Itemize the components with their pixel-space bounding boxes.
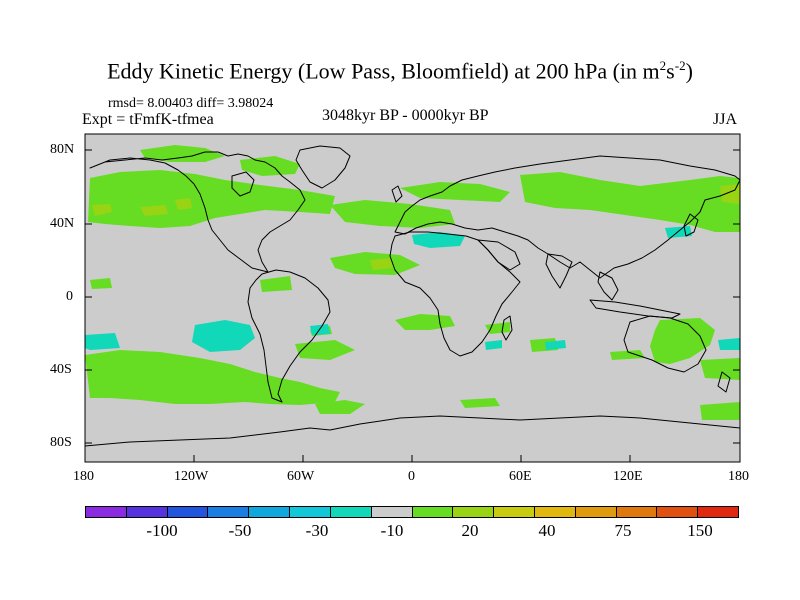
positive-patch (140, 145, 225, 162)
negative-patch (545, 340, 566, 350)
coastline-madagascar (501, 315, 513, 341)
positive-patch (700, 358, 740, 380)
positive-patch (460, 398, 500, 408)
lon-label-120e: 120E (613, 469, 643, 484)
positive-patch (485, 322, 510, 334)
lat-label-40s: 40S (50, 362, 72, 377)
coastline-japan (683, 213, 699, 237)
lat-label-80n: 80N (50, 142, 75, 157)
negative-patch (665, 226, 692, 238)
colorbar-swatch (290, 507, 331, 517)
positive-patch (700, 402, 740, 420)
lon-label-180w: 180 (73, 469, 94, 484)
colorbar-swatch (249, 507, 291, 517)
coastlines (84, 145, 741, 447)
colorbar-label: -100 (146, 521, 178, 540)
period-label: 3048kyr BP - 0000kyr BP (322, 107, 489, 124)
coastline-australia (623, 315, 707, 373)
coastline-antarctica (84, 415, 741, 447)
colorbar-swatch (453, 507, 495, 517)
positive-patch (140, 205, 168, 216)
lon-label-60w: 60W (287, 469, 315, 484)
negative-patch (85, 333, 120, 350)
coastline-hudson-bay (231, 171, 255, 197)
lat-label-0: 0 (66, 289, 73, 304)
colorbar-swatch (126, 507, 168, 517)
positive-patch (650, 318, 715, 364)
coastline-europe-asia (394, 155, 741, 279)
anomaly-patches (85, 145, 740, 420)
positive-patch (260, 276, 292, 292)
colorbar-swatch (371, 507, 413, 517)
colorbar-swatch (534, 507, 576, 517)
colorbar-label: -30 (305, 521, 329, 540)
lat-label-40n: 40N (50, 216, 75, 231)
negative-patch (485, 340, 502, 350)
positive-patch (92, 204, 112, 216)
positive-patch (370, 258, 393, 270)
lat-label-80s: 80S (50, 435, 72, 450)
coastline-southeast-asia (597, 271, 619, 301)
coastline-south-america (247, 269, 331, 403)
positive-patch (295, 340, 355, 360)
coastline-india (545, 253, 573, 289)
colorbar (85, 506, 739, 518)
season-label: JJA (713, 111, 738, 128)
colorbar-label: 150 (687, 521, 713, 540)
positive-patch (240, 156, 300, 176)
colorbar-label: 40 (538, 521, 556, 540)
colorbar-swatch (575, 507, 617, 517)
colorbar-swatch (494, 507, 535, 517)
colorbar-swatch (657, 507, 699, 517)
experiment-label: Expt = tFmfK-tfmea (82, 111, 214, 128)
coastline-arabia (477, 239, 521, 271)
negative-patch (192, 320, 255, 352)
plot-title: Eddy Kinetic Energy (Low Pass, Bloomfiel… (107, 58, 693, 84)
colorbar-label: -50 (228, 521, 252, 540)
colorbar-label: 75 (614, 521, 632, 540)
positive-patch (90, 278, 112, 289)
colorbar-swatch (616, 507, 658, 517)
lon-label-120w: 120W (174, 469, 209, 484)
colorbar-swatch (330, 507, 372, 517)
colorbar-swatch (86, 507, 127, 517)
colorbar-label: 20 (461, 521, 479, 540)
positive-patch (520, 172, 740, 232)
lon-label-60e: 60E (509, 469, 532, 484)
stats-text: rmsd= 8.00403 diff= 3.98024 (108, 96, 274, 111)
coastline-new-zealand (717, 371, 731, 393)
positive-patch (85, 350, 340, 405)
positive-patch (175, 198, 192, 210)
lon-label-0: 0 (408, 469, 415, 484)
negative-patch (718, 338, 740, 350)
negative-patch (412, 232, 465, 248)
tick-marks (84, 149, 741, 462)
positive-patch (395, 314, 455, 330)
coastline-greenland (295, 145, 351, 189)
coastline-indonesia (589, 299, 681, 319)
colorbar-swatch (698, 507, 738, 517)
colorbar-swatch (167, 507, 209, 517)
coastline-uk (391, 185, 403, 203)
coastline-north-america (89, 151, 306, 273)
lon-label-180e: 180 (728, 469, 749, 484)
colorbar-swatch (208, 507, 250, 517)
positive-patch (330, 200, 455, 228)
positive-patch (610, 350, 645, 360)
coastline-africa (389, 231, 521, 357)
colorbar-swatch (412, 507, 454, 517)
map-frame (84, 133, 741, 463)
positive-patch (315, 400, 365, 414)
colorbar-label: -10 (380, 521, 404, 540)
